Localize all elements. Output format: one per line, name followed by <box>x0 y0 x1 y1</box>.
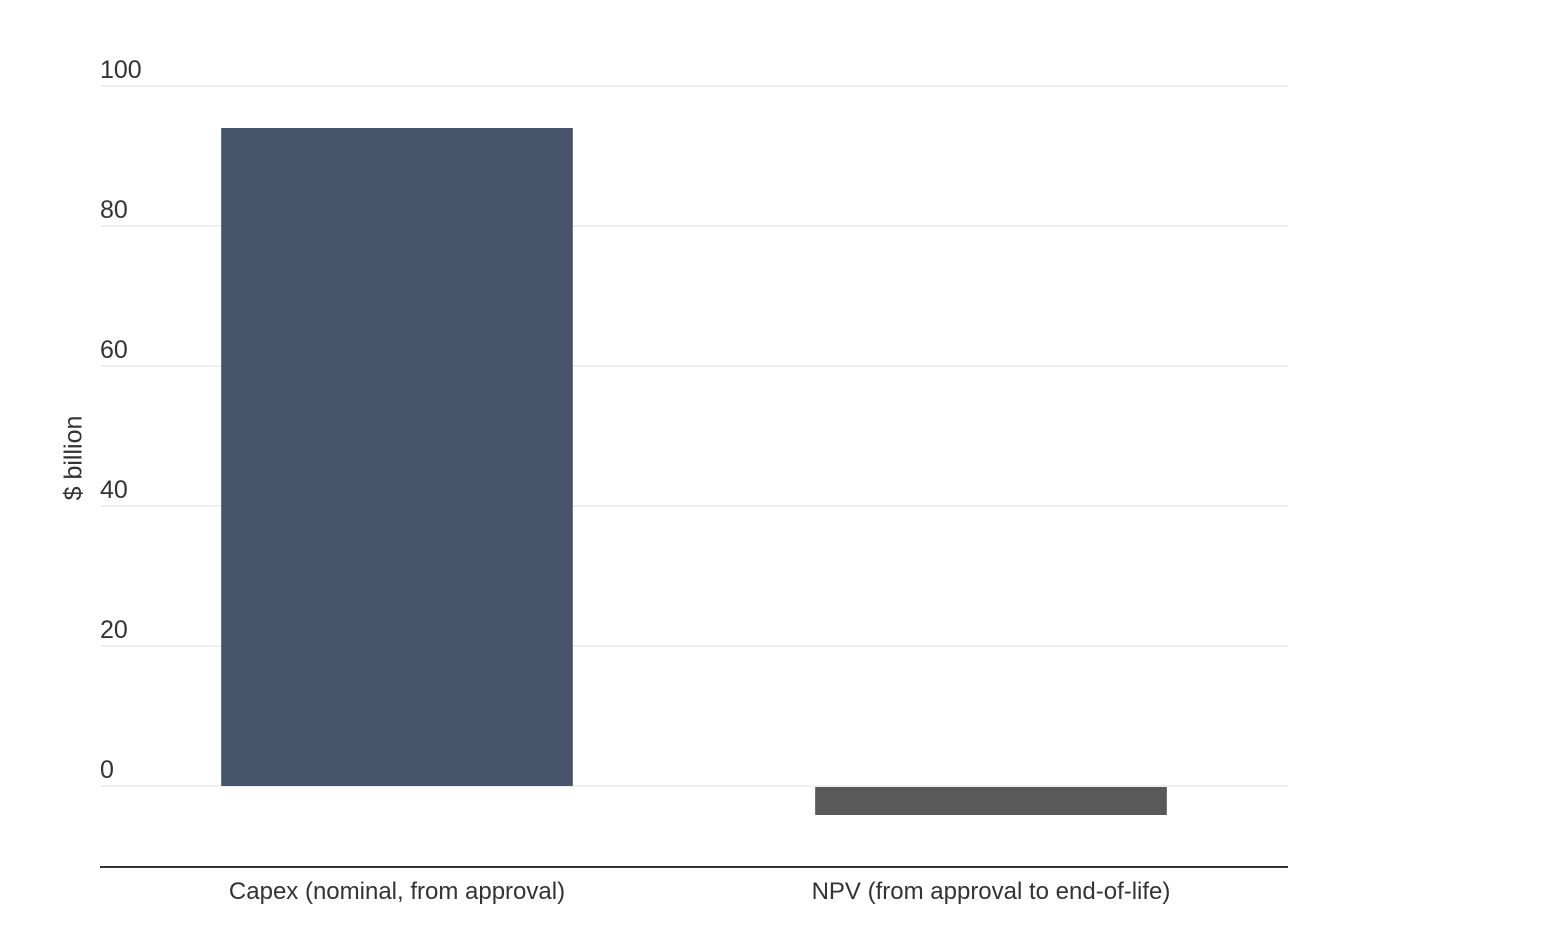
bar <box>221 128 573 786</box>
y-tick-label: 20 <box>100 616 128 644</box>
y-tick-label: 60 <box>100 336 128 364</box>
y-tick-label: 80 <box>100 196 128 224</box>
y-tick-label: 40 <box>100 476 128 504</box>
category-labels: Capex (nominal, from approval) NPV (from … <box>229 878 1170 905</box>
y-tick-labels: 0 20 40 60 80 100 <box>100 56 142 784</box>
category-label: NPV (from approval to end-of-life) <box>812 878 1171 905</box>
y-tick-label: 100 <box>100 56 142 84</box>
bar <box>815 787 1167 815</box>
category-label: Capex (nominal, from approval) <box>229 878 565 905</box>
bars <box>221 128 1167 815</box>
y-tick-label: 0 <box>100 756 114 784</box>
y-axis-title: $ billion <box>60 416 88 501</box>
